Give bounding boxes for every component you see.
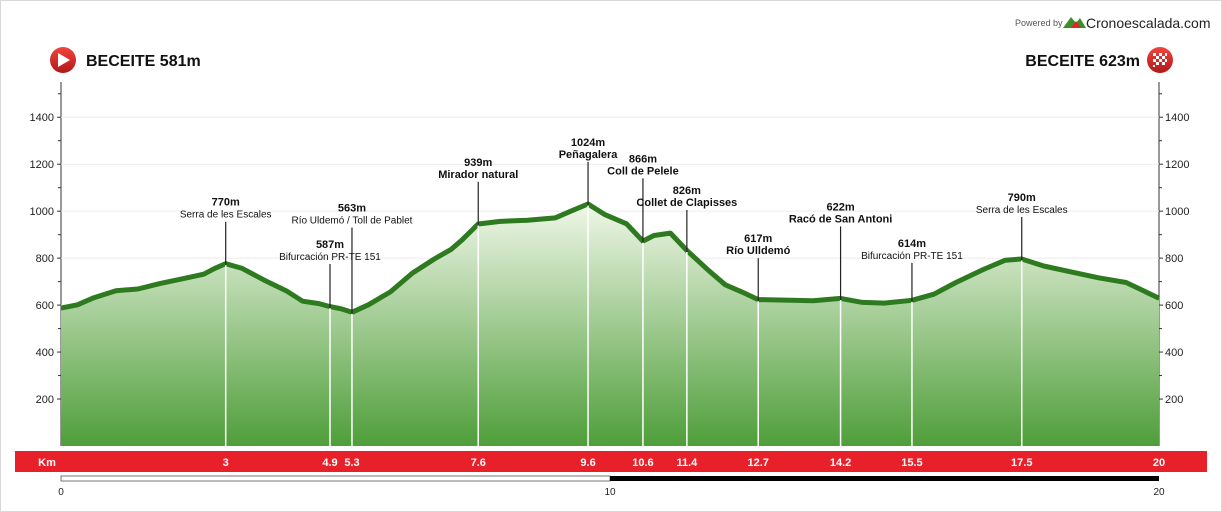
- y-tick-label: 800: [1165, 253, 1183, 265]
- checkered-flag-icon: [1147, 47, 1173, 73]
- waypoint-name: Collet de Clapisses: [636, 197, 737, 209]
- powered-by-text: Powered by: [1015, 18, 1063, 28]
- profile-area: [61, 205, 1159, 446]
- waypoint-name: Peñagalera: [559, 149, 619, 161]
- scale-labels: 0 10 20: [58, 487, 1165, 498]
- km-label: 17.5: [1011, 457, 1032, 469]
- y-tick-label: 1400: [30, 112, 54, 124]
- scale-label: 20: [1153, 487, 1165, 498]
- y-tick-label: 1200: [1165, 159, 1189, 171]
- y-tick-label: 600: [36, 300, 54, 312]
- km-label: 10.6: [632, 457, 653, 469]
- km-label: 11.4: [676, 457, 698, 469]
- scale-label: 0: [58, 487, 64, 498]
- waypoint-altitude: 939m: [464, 157, 492, 169]
- brand-name[interactable]: Cronoescalada.com: [1086, 15, 1211, 31]
- waypoint-altitude: 826m: [673, 185, 701, 197]
- waypoint-name: Racó de San Antoni: [789, 213, 893, 225]
- waypoint-altitude: 1024m: [571, 137, 605, 149]
- finish-label: BECEITE 623m: [1025, 53, 1140, 70]
- y-tick-label: 1000: [1165, 206, 1189, 218]
- waypoint-altitude: 587m: [316, 239, 344, 251]
- km-label: 4.9: [322, 457, 337, 469]
- waypoint-name: Río Uldemó / Toll de Pablet: [291, 216, 412, 227]
- y-tick-label: 600: [1165, 300, 1183, 312]
- km-axis-label: Km: [38, 457, 56, 469]
- waypoint-altitude: 770m: [212, 197, 240, 209]
- y-tick-label: 1200: [30, 159, 54, 171]
- waypoint-altitude: 866m: [629, 153, 657, 165]
- scale-label: 10: [604, 487, 616, 498]
- waypoint-name: Serra de les Escales: [976, 205, 1068, 216]
- distance-scale-bar: [60, 475, 1159, 482]
- y-tick-label: 1400: [1165, 112, 1189, 124]
- profile-series: [60, 201, 1161, 446]
- km-label: 5.3: [344, 457, 359, 469]
- km-label: 9.6: [580, 457, 595, 469]
- y-tick-label: 800: [36, 253, 54, 265]
- profile-outline: [60, 201, 1161, 315]
- waypoint-name: Mirador natural: [438, 169, 518, 181]
- waypoint-name: Bifurcación PR-TE 151: [861, 251, 963, 262]
- y-axis-right: 200 400 600 800 1000 1200 1400: [1159, 93, 1189, 406]
- waypoint-name: Serra de les Escales: [180, 210, 272, 221]
- waypoint-altitude: 622m: [827, 201, 855, 213]
- start-icon: [50, 47, 76, 73]
- waypoint-name: Coll de Pelele: [607, 165, 679, 177]
- km-label: 12.7: [748, 457, 769, 469]
- waypoint-altitude: 563m: [338, 203, 366, 215]
- waypoint-altitude: 617m: [744, 233, 772, 245]
- cronoescalada-logo-icon: [1063, 17, 1086, 28]
- waypoint-name: Bifurcación PR-TE 151: [279, 252, 381, 263]
- waypoint-altitude: 614m: [898, 238, 926, 250]
- y-axis-left: 200 400 600 800 1000 1200 1400: [30, 93, 61, 406]
- km-label: 3: [223, 457, 229, 469]
- km-label: 14.2: [830, 457, 851, 469]
- km-labels: 3 4.9 5.3 7.6 9.6 10.6 11.4 12.7 14.2 15.5 17.5 20: [223, 457, 1165, 469]
- y-tick-label: 400: [1165, 347, 1183, 359]
- y-tick-label: 400: [36, 347, 54, 359]
- km-bar: [15, 451, 1207, 472]
- km-label: 20: [1153, 457, 1165, 469]
- km-label: 15.5: [901, 457, 922, 469]
- waypoint-name: Río Ulldemó: [726, 245, 790, 257]
- y-tick-label: 1000: [30, 206, 54, 218]
- km-label: 7.6: [471, 457, 486, 469]
- y-tick-label: 200: [36, 394, 54, 406]
- waypoint-altitude: 790m: [1008, 192, 1036, 204]
- y-tick-label: 200: [1165, 394, 1183, 406]
- start-label: BECEITE 581m: [86, 53, 201, 70]
